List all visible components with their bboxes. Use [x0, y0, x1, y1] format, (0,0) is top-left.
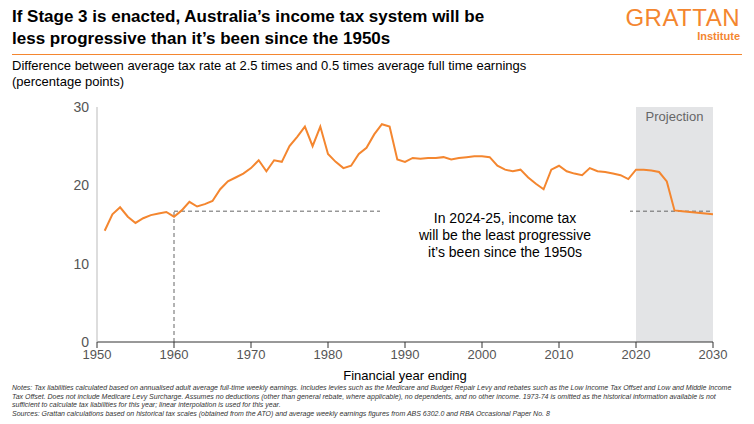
svg-text:Projection: Projection	[646, 109, 704, 124]
svg-text:1950: 1950	[82, 347, 112, 363]
svg-text:2030: 2030	[699, 347, 728, 362]
svg-text:30: 30	[73, 99, 89, 115]
svg-text:10: 10	[73, 256, 89, 272]
svg-text:1990: 1990	[391, 347, 420, 362]
html-text:In 2024-25, income tax will be: In 2024-25, income tax will be the least…	[419, 210, 591, 260]
svg-text:0: 0	[81, 334, 89, 350]
html-text:Sources: Grattan calculations: Sources: Grattan calculations based on h…	[12, 409, 550, 417]
svg-text:2000: 2000	[468, 347, 497, 362]
svg-text:1980: 1980	[314, 347, 343, 362]
html-text:Difference between average tax: Difference between average tax rate at 2…	[12, 58, 527, 89]
html-text:GRATTAN: GRATTAN	[625, 4, 740, 31]
html-text:If Stage 3 is enacted, Austral: If Stage 3 is enacted, Australia’s incom…	[12, 7, 485, 48]
html-text:Institute: Institute	[697, 30, 740, 42]
svg-text:Financial year ending: Financial year ending	[343, 368, 467, 383]
html-text:Notes: Tax liabilities calcula: Notes: Tax liabilities calculated based …	[12, 384, 732, 408]
svg-text:1960: 1960	[160, 347, 189, 362]
svg-text:2020: 2020	[622, 347, 651, 362]
svg-text:20: 20	[73, 177, 89, 193]
svg-text:1970: 1970	[237, 347, 266, 362]
svg-text:2010: 2010	[545, 347, 574, 362]
